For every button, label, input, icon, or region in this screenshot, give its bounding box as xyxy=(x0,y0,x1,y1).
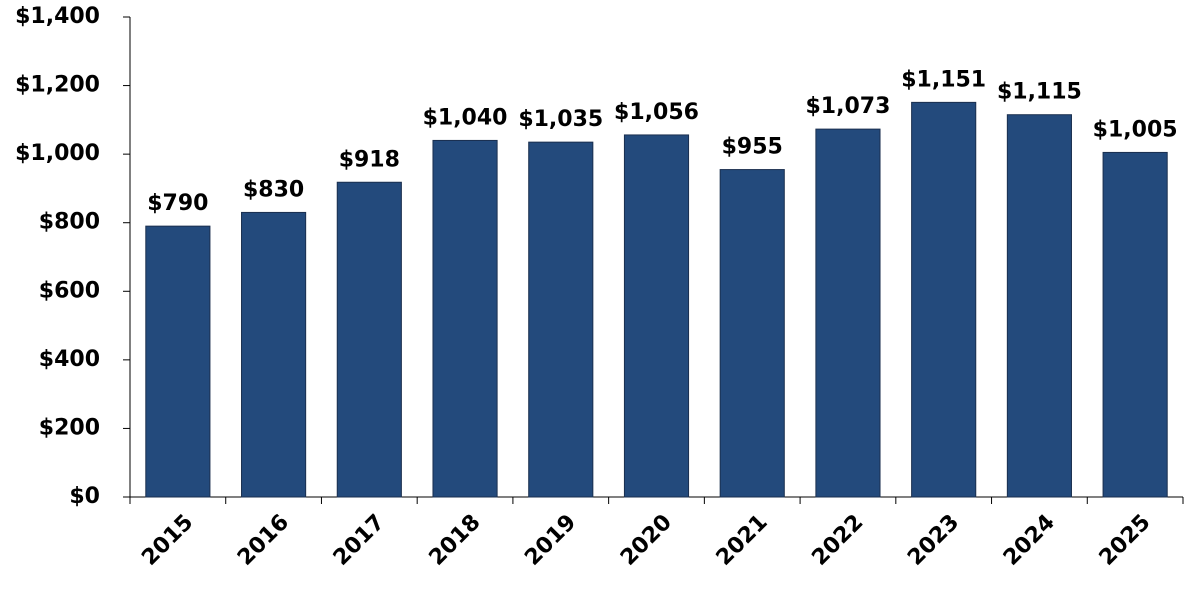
x-tick-label: 2021 xyxy=(712,510,773,571)
bar xyxy=(241,211,307,498)
value-label: $1,151 xyxy=(901,67,986,92)
y-tick-label: $400 xyxy=(39,347,100,372)
value-label: $1,056 xyxy=(614,100,699,125)
value-label: $1,073 xyxy=(806,94,891,119)
y-tick-label: $0 xyxy=(69,484,100,509)
y-tick-label: $600 xyxy=(39,278,100,303)
x-tick-label: 2023 xyxy=(903,510,964,571)
x-tick-label: 2018 xyxy=(425,510,486,571)
y-tick-label: $800 xyxy=(39,210,100,235)
bar xyxy=(336,181,402,498)
value-label: $955 xyxy=(722,135,783,160)
x-tick-label: 2019 xyxy=(520,510,581,571)
value-label: $830 xyxy=(243,177,304,202)
y-tick-label: $200 xyxy=(39,415,100,440)
bar xyxy=(815,128,881,498)
bar xyxy=(145,225,211,498)
x-tick-label: 2020 xyxy=(616,510,677,571)
y-tick-label: $1,000 xyxy=(15,141,100,166)
value-label: $918 xyxy=(339,147,400,172)
value-label: $1,035 xyxy=(518,107,603,132)
y-tick-label: $1,400 xyxy=(15,4,100,29)
x-tick-label: 2017 xyxy=(329,510,390,571)
bar xyxy=(432,139,498,498)
bar xyxy=(1006,114,1072,498)
bar xyxy=(911,101,977,498)
x-tick-label: 2016 xyxy=(233,510,294,571)
x-tick-label: 2022 xyxy=(807,510,868,571)
x-tick-label: 2025 xyxy=(1095,510,1156,571)
x-tick-label: 2024 xyxy=(999,510,1060,571)
value-label: $1,115 xyxy=(997,80,1082,105)
y-tick-label: $1,200 xyxy=(15,73,100,98)
bar xyxy=(1102,151,1168,498)
bar xyxy=(528,141,594,498)
bar xyxy=(623,134,690,498)
value-label: $790 xyxy=(147,191,208,216)
value-label: $1,040 xyxy=(423,105,508,130)
value-label: $1,005 xyxy=(1093,117,1178,142)
x-tick-label: 2015 xyxy=(137,510,198,571)
bar xyxy=(719,169,785,498)
